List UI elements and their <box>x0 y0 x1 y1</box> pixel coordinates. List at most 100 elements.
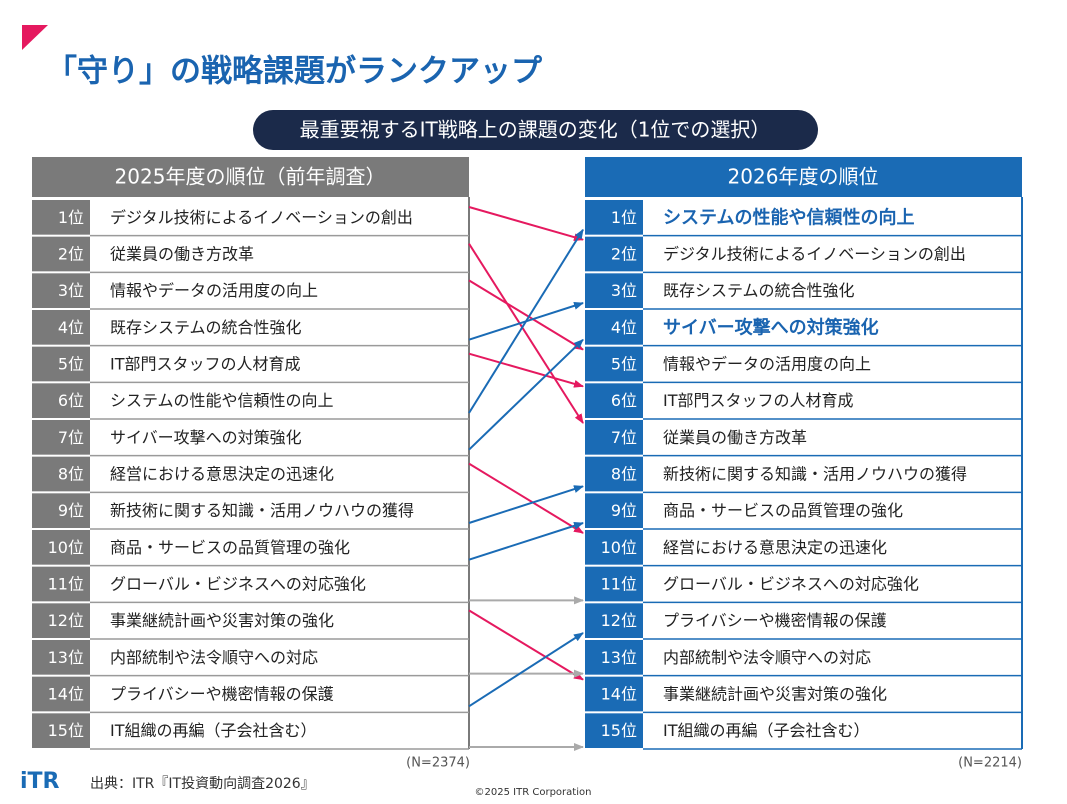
item: デジタル技術によるイノベーションの創出 <box>110 208 413 227</box>
right-header: 2026年度の順位 <box>728 165 879 189</box>
item: 商品・サービスの品質管理の強化 <box>110 538 350 557</box>
rank: 1位 <box>58 208 84 227</box>
logo: iTR <box>20 769 60 794</box>
item: サイバー攻撃への対策強化 <box>110 428 302 447</box>
rank: 13位 <box>48 648 84 667</box>
right-header-bg <box>585 157 1022 197</box>
rank: 12位 <box>601 611 637 630</box>
rank-change-arrow <box>468 352 584 388</box>
rank-cell <box>32 420 90 455</box>
rank-cell <box>585 200 643 235</box>
rank-cell <box>32 383 90 418</box>
item: IT組織の再編（子会社含む） <box>663 721 870 740</box>
rank: 12位 <box>48 611 84 630</box>
rank: 7位 <box>611 428 637 447</box>
rank-cell <box>585 566 643 602</box>
rank-cell <box>32 456 90 492</box>
title: 「守り」の戦略課題がランクアップ <box>46 54 543 90</box>
rank-change-arrow <box>468 485 584 524</box>
source: 出典：ITR『IT投資動向調査2026』 <box>90 776 315 792</box>
rank: 3位 <box>611 281 637 300</box>
item: 経営における意思決定の迅速化 <box>663 538 887 557</box>
corner-mark <box>22 25 48 50</box>
item: 情報やデータの活用度の向上 <box>663 355 871 374</box>
item: 情報やデータの活用度の向上 <box>110 281 318 300</box>
item: 新技術に関する知識・活用ノウハウの獲得 <box>663 465 967 484</box>
rank-cell <box>585 383 643 418</box>
rank-cell <box>585 420 643 455</box>
rank: 9位 <box>611 501 637 520</box>
rank-cell <box>32 676 90 712</box>
item: 事業継続計画や災害対策の強化 <box>110 611 334 630</box>
rank: 1位 <box>611 208 637 227</box>
rank-cell <box>32 713 90 748</box>
item: 事業継続計画や災害対策の強化 <box>663 685 887 704</box>
rank: 8位 <box>611 465 637 484</box>
item: 従業員の働き方改革 <box>663 428 807 447</box>
rank-cell <box>32 346 90 382</box>
rank-cell <box>32 603 90 638</box>
rank: 6位 <box>58 391 84 410</box>
item: 商品・サービスの品質管理の強化 <box>663 501 903 520</box>
rank-cell <box>32 200 90 235</box>
rank-change-arrow <box>468 462 584 534</box>
rank: 8位 <box>58 465 84 484</box>
left-header: 2025年度の順位（前年調査） <box>115 165 386 189</box>
rank-cell <box>585 713 643 748</box>
rank-cell <box>585 603 643 638</box>
rank-change-arrow <box>468 632 584 708</box>
rank-cell <box>585 310 643 345</box>
item: 従業員の働き方改革 <box>110 245 254 264</box>
subtitle-pill <box>253 110 818 150</box>
rank-cell <box>585 236 643 272</box>
item: 既存システムの統合性強化 <box>663 281 855 300</box>
rank: 4位 <box>58 318 84 337</box>
item: IT組織の再編（子会社含む） <box>110 721 317 740</box>
rank: 6位 <box>611 391 637 410</box>
rank: 3位 <box>58 281 84 300</box>
left-n: (N=2374) <box>406 756 470 771</box>
rank-cell <box>32 273 90 308</box>
rank-cell <box>32 493 90 528</box>
rank-change-arrow <box>468 609 584 681</box>
item: 内部統制や法令順守への対応 <box>110 648 318 667</box>
item: システムの性能や信頼性の向上 <box>663 206 914 228</box>
item: システムの性能や信頼性の向上 <box>110 391 334 410</box>
right-n: (N=2214) <box>958 756 1022 771</box>
rank: 9位 <box>58 501 84 520</box>
rank: 4位 <box>611 318 637 337</box>
rank-cell <box>585 273 643 308</box>
rank: 14位 <box>48 685 84 704</box>
rank: 2位 <box>611 245 637 264</box>
item: デジタル技術によるイノベーションの創出 <box>663 245 966 264</box>
item: グローバル・ビジネスへの対応強化 <box>110 575 366 594</box>
item: サイバー攻撃への対策強化 <box>663 316 879 338</box>
rank-change-arrow <box>468 338 584 451</box>
rank-cell <box>585 640 643 675</box>
rank: 15位 <box>48 721 84 740</box>
rank-change-arrow <box>468 206 584 242</box>
copyright: ©2025 ITR Corporation <box>475 787 592 798</box>
rank-cell <box>32 530 90 565</box>
item: 内部統制や法令順守への対応 <box>663 648 871 667</box>
item: IT部門スタッフの人材育成 <box>110 355 301 374</box>
rank-change-arrow <box>468 243 584 424</box>
rank: 5位 <box>58 355 84 374</box>
rank-cell <box>585 676 643 712</box>
rank: 11位 <box>601 575 637 594</box>
rank-cell <box>585 530 643 565</box>
rank: 7位 <box>58 428 84 447</box>
rank: 5位 <box>611 355 637 374</box>
rank-cell <box>32 640 90 675</box>
rank-cell <box>585 456 643 492</box>
rank-change-arrow <box>468 279 584 351</box>
rank: 10位 <box>48 538 84 557</box>
item: 新技術に関する知識・活用ノウハウの獲得 <box>110 501 414 520</box>
left-header-bg <box>32 157 469 197</box>
rank-cell <box>32 236 90 272</box>
item: 経営における意思決定の迅速化 <box>110 465 334 484</box>
rank: 10位 <box>601 538 637 557</box>
rank-cell <box>585 493 643 528</box>
rank: 11位 <box>48 575 84 594</box>
